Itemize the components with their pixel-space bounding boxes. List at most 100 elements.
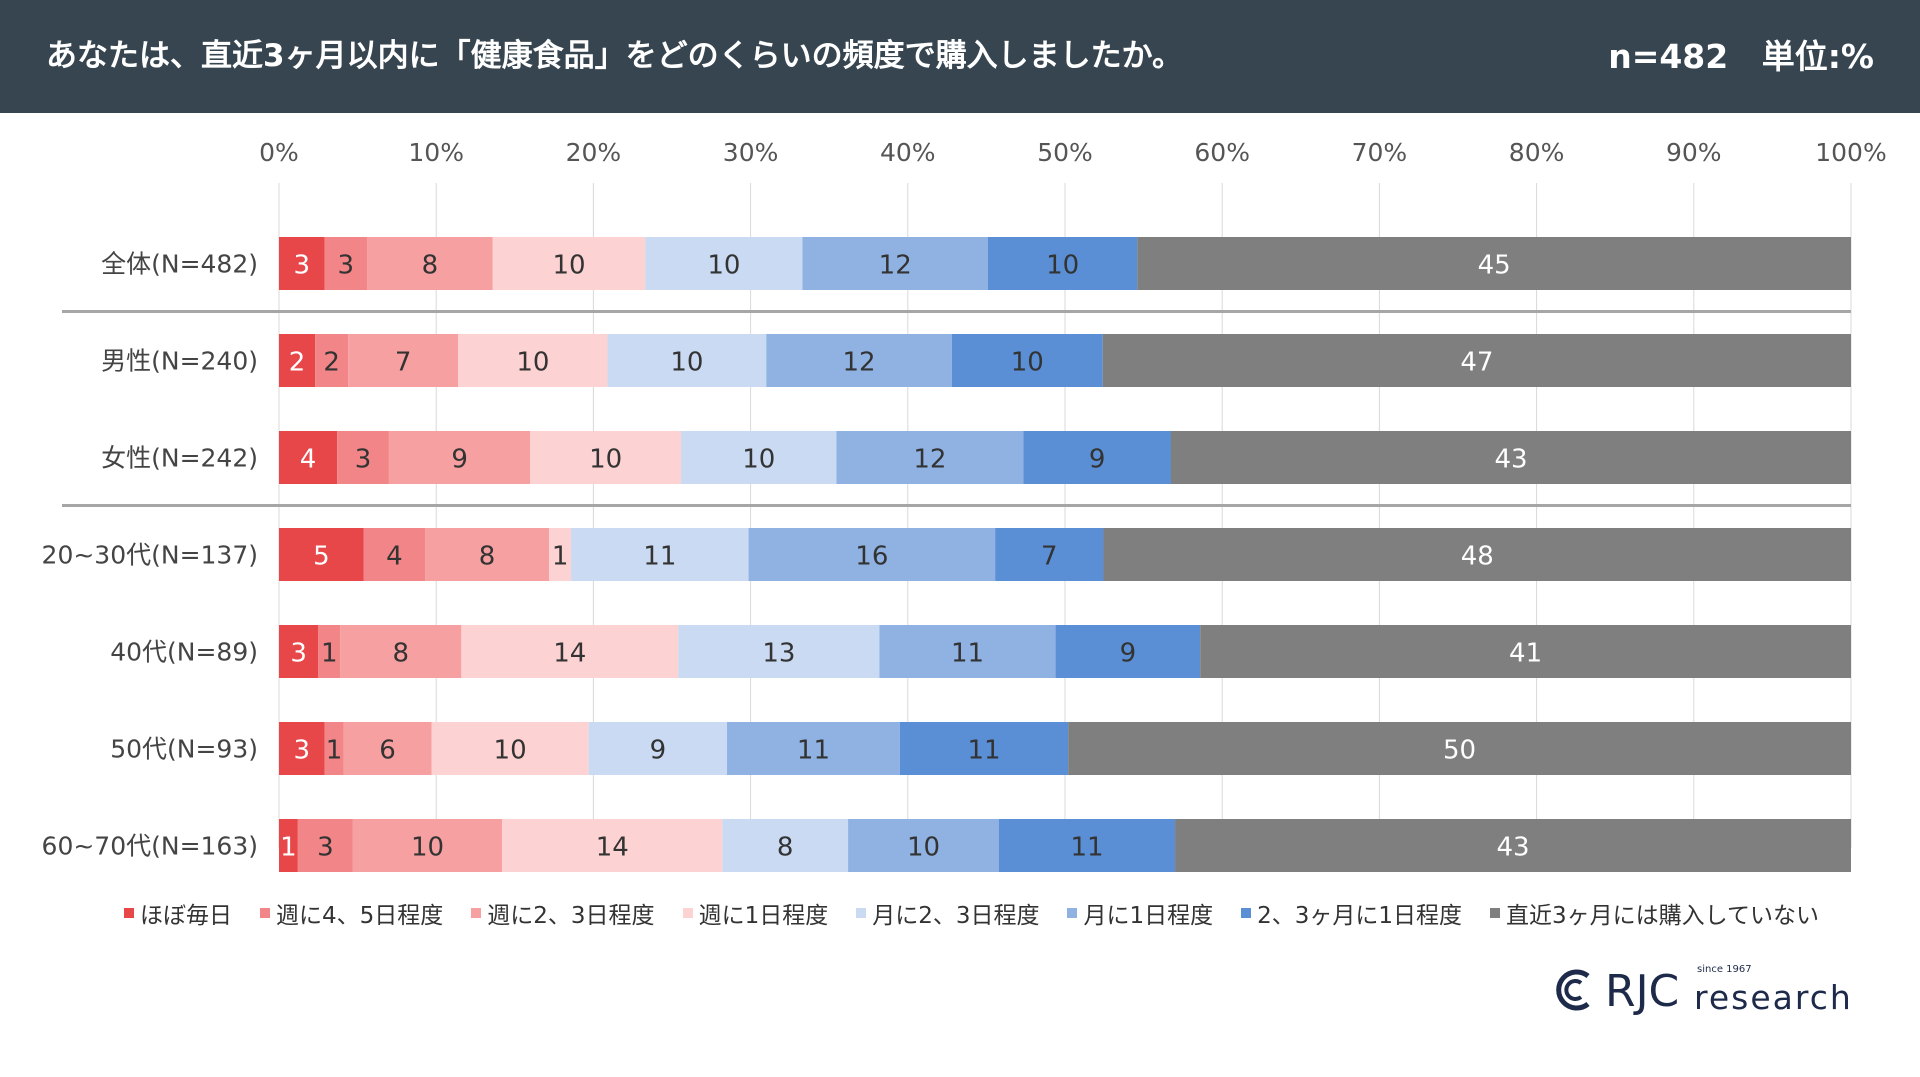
legend-label: 週に2、3日程度 xyxy=(487,903,655,929)
bar-value-label: 11 xyxy=(1070,833,1103,863)
bar-segment xyxy=(458,334,608,387)
x-tick-label: 80% xyxy=(1509,138,1565,167)
legend-label: 月に2、3日程度 xyxy=(872,903,1040,929)
bar-segment xyxy=(681,431,837,484)
x-tick-label: 60% xyxy=(1194,138,1250,167)
bar-value-label: 9 xyxy=(1120,639,1137,669)
bar-segment xyxy=(1171,431,1851,484)
sample-size: n=482 xyxy=(1608,37,1729,76)
bar-value-label: 50 xyxy=(1443,736,1476,766)
bar-value-label: 3 xyxy=(294,736,311,766)
bar-value-label: 1 xyxy=(326,736,343,766)
header-meta: n=482 単位:% xyxy=(1586,30,1874,78)
bar-value-label: 12 xyxy=(913,445,946,475)
category-label: 男性(N=240) xyxy=(101,347,258,376)
bar-value-label: 2 xyxy=(323,348,340,378)
bar-segment xyxy=(363,528,426,581)
x-tick-label: 40% xyxy=(880,138,936,167)
legend-item: 2、3ヶ月に1日程度 xyxy=(1241,896,1462,930)
bar-value-label: 10 xyxy=(411,833,444,863)
bar-value-label: 4 xyxy=(300,445,317,475)
bar-segment xyxy=(279,237,325,290)
logo-brand: RJC xyxy=(1605,966,1680,1017)
question-title: あなたは、直近3ヶ月以内に「健康食品」をどのくらいの頻度で購入しましたか。 xyxy=(46,38,1183,74)
bar-segment xyxy=(279,334,316,387)
bar-segment xyxy=(899,722,1069,775)
bar-segment xyxy=(951,334,1103,387)
legend-item: 週に4、5日程度 xyxy=(260,896,443,930)
legend-swatch-icon xyxy=(260,908,270,918)
bar-segment xyxy=(348,334,459,387)
bar-segment xyxy=(1023,431,1172,484)
bar-segment xyxy=(431,722,589,775)
bar-segment xyxy=(1103,528,1851,581)
legend-swatch-icon xyxy=(124,908,134,918)
x-tick-label: 20% xyxy=(566,138,622,167)
bar-segment xyxy=(995,528,1104,581)
x-tick-label: 90% xyxy=(1666,138,1722,167)
x-tick-label: 100% xyxy=(1815,138,1886,167)
bar-segment xyxy=(879,625,1056,678)
legend-item: ほぼ毎日 xyxy=(124,896,232,930)
bar-value-label: 45 xyxy=(1478,251,1511,281)
category-label: 全体(N=482) xyxy=(101,250,258,279)
bar-value-label: 8 xyxy=(422,251,439,281)
bar-value-label: 3 xyxy=(317,833,334,863)
legend-swatch-icon xyxy=(1067,908,1078,918)
bar-segment xyxy=(279,722,325,775)
legend-swatch-icon xyxy=(1490,908,1501,918)
bar-value-label: 11 xyxy=(967,736,1000,766)
x-tick-label: 50% xyxy=(1037,138,1093,167)
bar-segment xyxy=(324,237,368,290)
bar-value-label: 10 xyxy=(670,348,703,378)
bar-value-label: 14 xyxy=(596,833,629,863)
bar-value-label: 12 xyxy=(879,251,912,281)
bar-value-label: 3 xyxy=(290,639,307,669)
legend-label: 2、3ヶ月に1日程度 xyxy=(1257,903,1463,929)
bar-segment xyxy=(1137,237,1851,290)
bar-segment xyxy=(367,237,493,290)
bar-value-label: 1 xyxy=(280,833,297,863)
bar-value-label: 10 xyxy=(1046,251,1079,281)
logo-since: since 1967 xyxy=(1697,964,1752,975)
bar-segment xyxy=(722,819,849,872)
bar-value-label: 14 xyxy=(553,639,586,669)
category-label: 50代(N=93) xyxy=(110,735,258,764)
category-label: 20~30代(N=137) xyxy=(42,541,258,570)
bar-segment xyxy=(315,334,349,387)
bar-value-label: 11 xyxy=(951,639,984,669)
bar-segment xyxy=(987,237,1138,290)
bar-value-label: 16 xyxy=(855,542,888,572)
bar-value-label: 1 xyxy=(552,542,569,572)
bar-value-label: 41 xyxy=(1509,639,1542,669)
bar-segment xyxy=(1175,819,1851,872)
bar-value-label: 10 xyxy=(589,445,622,475)
bar-segment xyxy=(1200,625,1851,678)
legend-item: 週に1日程度 xyxy=(682,896,828,930)
bar-segment xyxy=(279,528,364,581)
legend-item: 月に1日程度 xyxy=(1067,896,1213,930)
bar-segment xyxy=(588,722,728,775)
bar-value-label: 10 xyxy=(742,445,775,475)
bar-segment xyxy=(766,334,952,387)
bar-value-label: 43 xyxy=(1496,833,1529,863)
bar-segment xyxy=(848,819,999,872)
bar-segment xyxy=(502,819,723,872)
bar-segment xyxy=(324,722,344,775)
x-tick-label: 10% xyxy=(408,138,464,167)
bar-segment xyxy=(461,625,679,678)
rjc-research-logo: RJC since 1967 research xyxy=(1552,964,1851,1026)
bar-segment xyxy=(802,237,988,290)
bar-segment xyxy=(998,819,1176,872)
bar-value-label: 4 xyxy=(386,542,403,572)
bar-value-label: 3 xyxy=(294,251,311,281)
bar-value-label: 10 xyxy=(494,736,527,766)
bar-value-label: 8 xyxy=(479,542,496,572)
bar-segment xyxy=(1068,722,1851,775)
rjc-logo-mark-icon xyxy=(1556,969,1590,1011)
category-label: 40代(N=89) xyxy=(110,638,258,667)
bar-segment xyxy=(492,237,646,290)
bar-value-label: 12 xyxy=(843,348,876,378)
legend-swatch-icon xyxy=(1241,908,1252,918)
unit-label: 単位:% xyxy=(1761,37,1874,76)
